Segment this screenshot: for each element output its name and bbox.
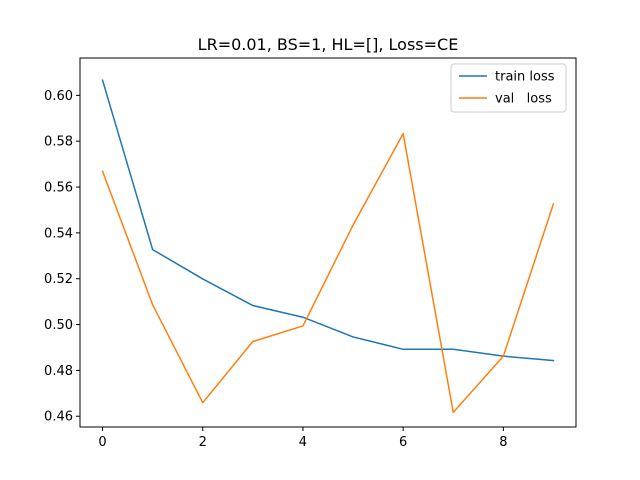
x-tick-label: 8 xyxy=(499,435,507,450)
y-axis: 0.46 0.48 0.50 0.52 0.54 0.56 0.58 0.60 xyxy=(44,89,80,425)
x-tick-label: 6 xyxy=(399,435,407,450)
x-axis: 0 2 4 6 8 xyxy=(98,427,507,450)
y-tick-label: 0.58 xyxy=(44,135,73,150)
y-tick-label: 0.56 xyxy=(44,181,73,196)
chart-title: LR=0.01, BS=1, HL=[], Loss=CE xyxy=(198,35,459,54)
legend: train loss val loss xyxy=(450,63,567,113)
x-tick-label: 0 xyxy=(98,435,106,450)
y-tick-label: 0.48 xyxy=(44,364,73,379)
x-tick-label: 4 xyxy=(299,435,307,450)
plot-area xyxy=(80,58,576,427)
x-tick-label: 2 xyxy=(199,435,207,450)
y-tick-label: 0.46 xyxy=(44,410,73,425)
y-tick-label: 0.54 xyxy=(44,226,73,241)
series-layer xyxy=(101,79,555,414)
axes-frame xyxy=(79,57,577,428)
axes-spines xyxy=(79,57,577,428)
y-tick-label: 0.50 xyxy=(44,318,73,333)
legend-label: val loss xyxy=(495,92,552,107)
y-tick-label: 0.60 xyxy=(44,89,73,104)
y-tick-label: 0.52 xyxy=(44,272,73,287)
legend-label: train loss xyxy=(495,70,555,85)
axes-background xyxy=(80,58,576,427)
series-line-train-loss xyxy=(101,79,555,362)
series-line-val-loss xyxy=(101,132,555,414)
